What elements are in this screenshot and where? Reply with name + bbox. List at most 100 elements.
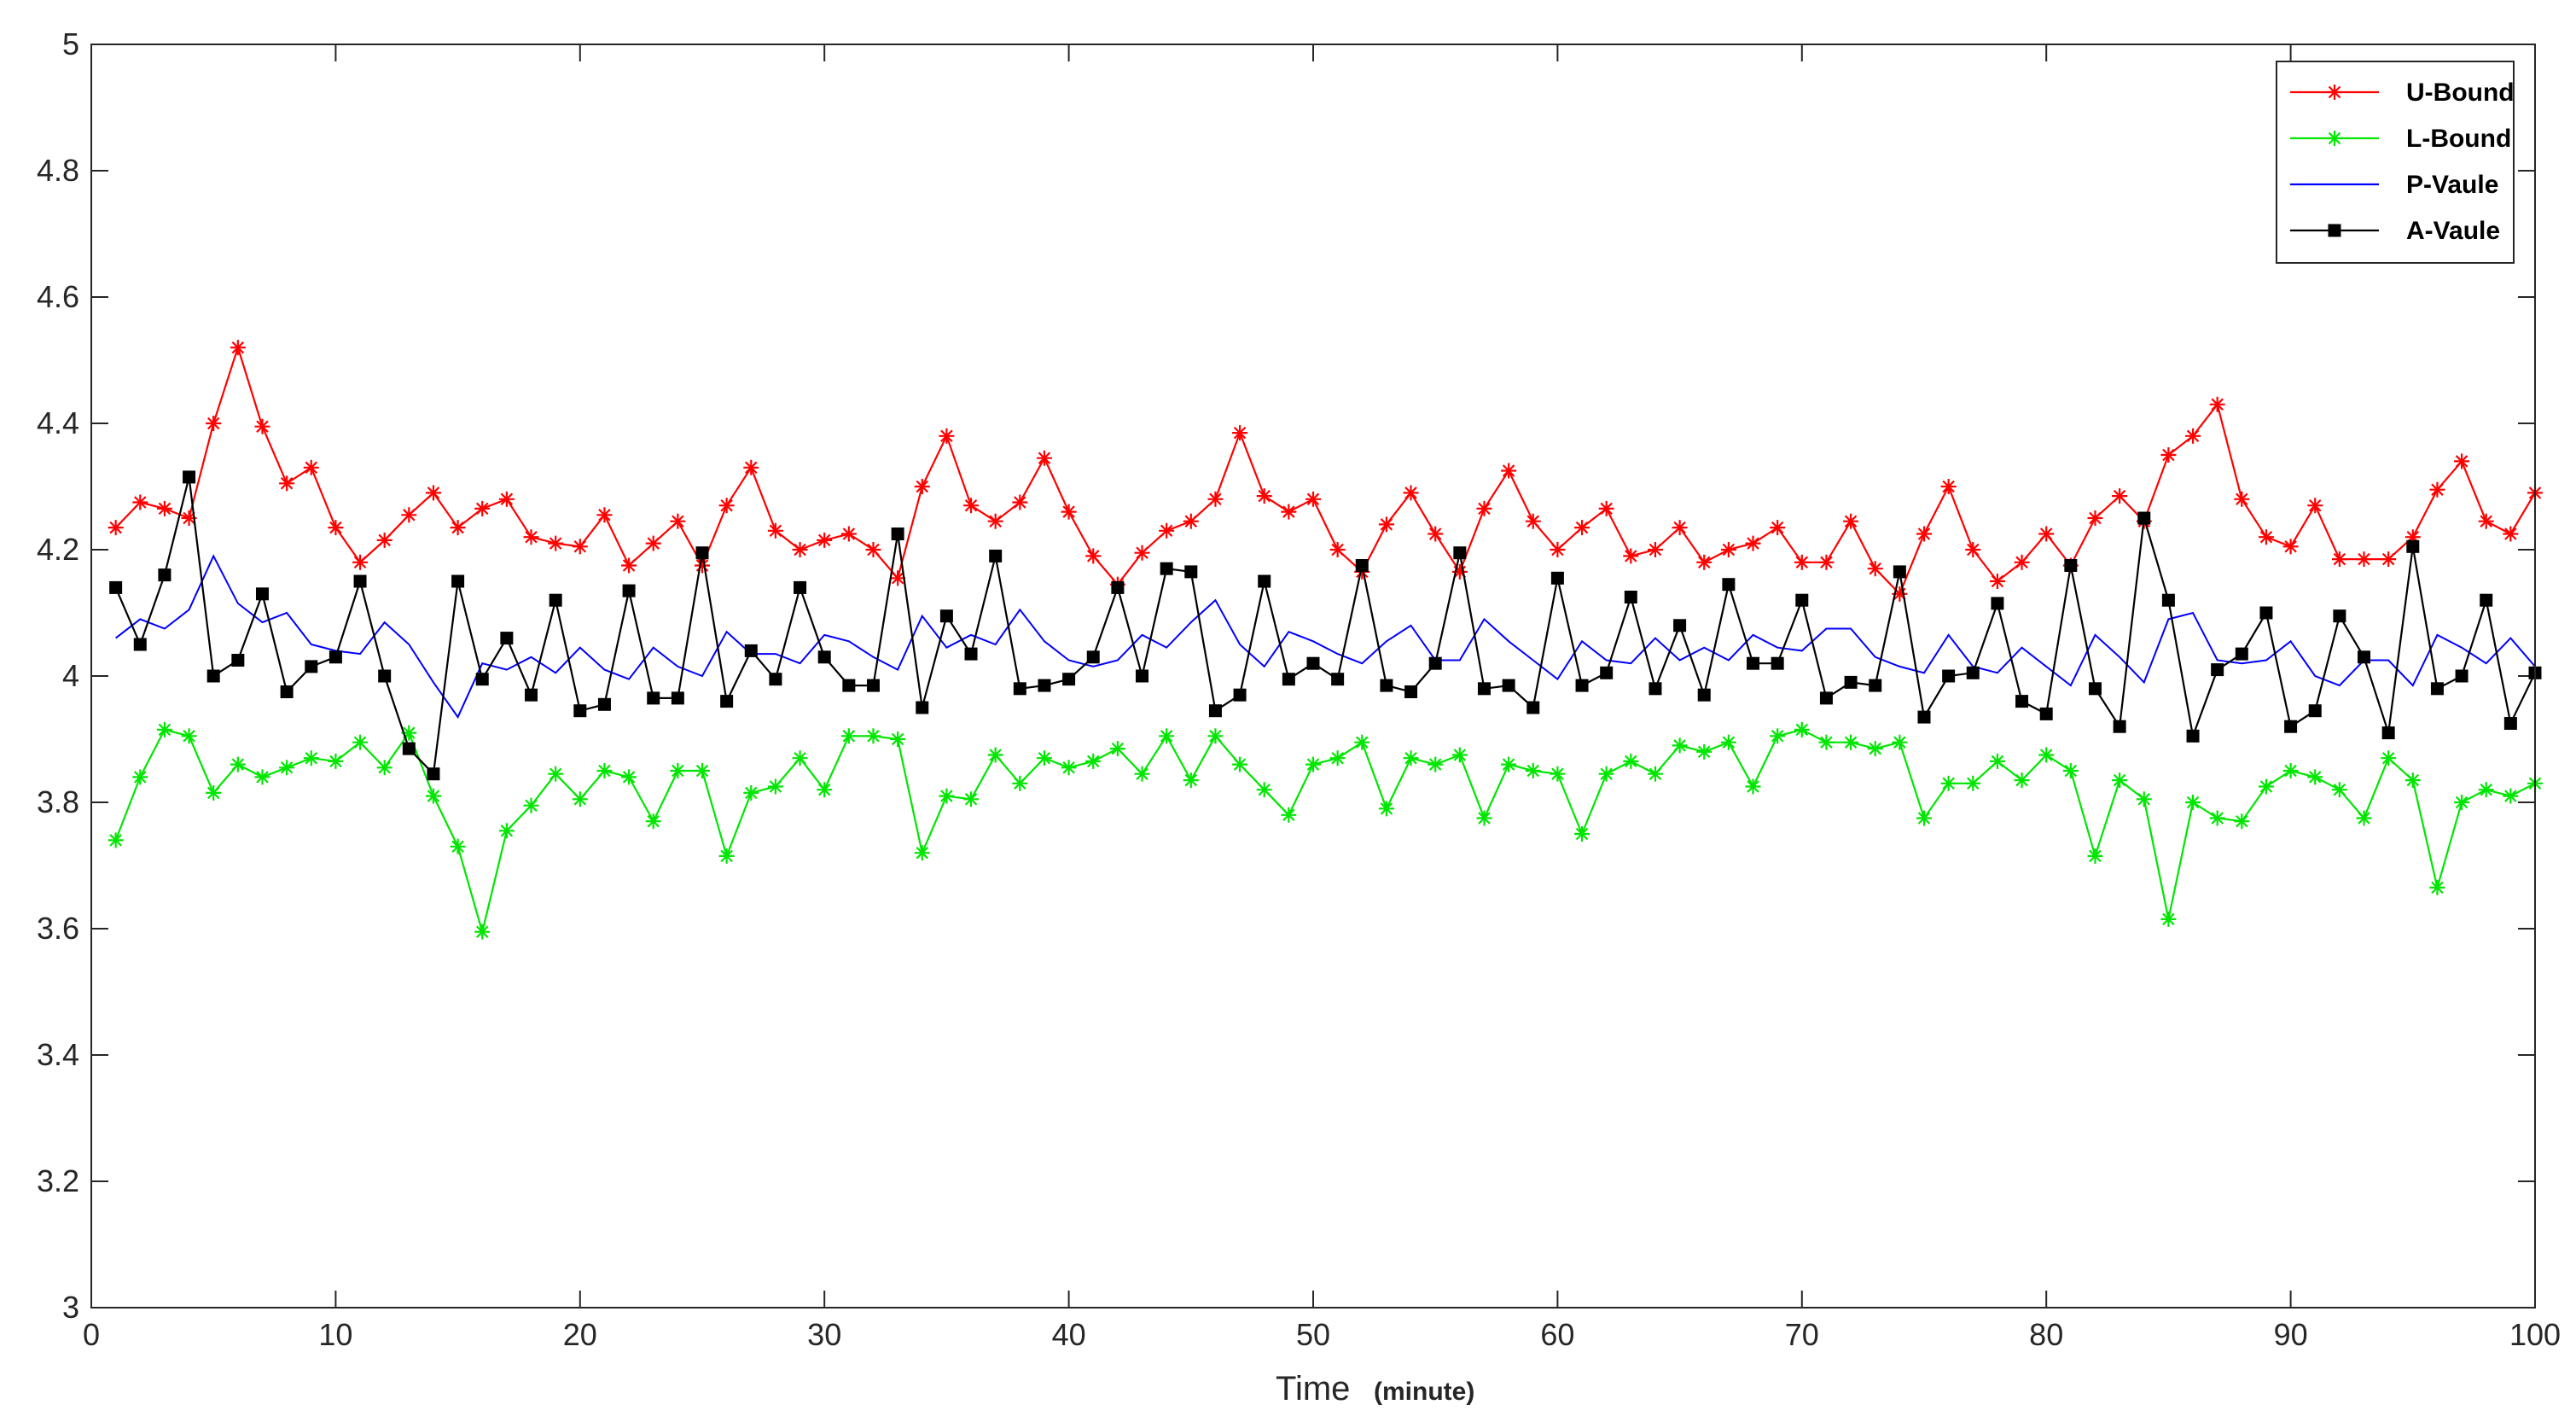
y-tick-label-5: 4	[62, 658, 79, 693]
point-u-bound-59	[1525, 513, 1541, 529]
point-a-vaule-10	[329, 650, 342, 664]
point-l-bound-75	[1916, 810, 1932, 826]
x-tick-label-10: 100	[2509, 1317, 2561, 1352]
point-l-bound-10	[328, 753, 344, 769]
point-u-bound-48	[1256, 488, 1272, 504]
point-a-vaule-62	[1600, 666, 1614, 679]
point-u-bound-45	[1183, 513, 1199, 529]
point-u-bound-13	[401, 507, 417, 523]
point-a-vaule-45	[1184, 565, 1198, 579]
point-a-vaule-54	[1404, 685, 1418, 698]
point-a-vaule-95	[2406, 539, 2420, 553]
point-l-bound-4	[181, 728, 197, 744]
point-a-vaule-6	[231, 654, 245, 667]
point-l-bound-37	[987, 747, 1003, 763]
point-l-bound-7	[254, 769, 270, 785]
point-l-bound-77	[1965, 775, 1981, 791]
point-u-bound-97	[2454, 453, 2470, 469]
x-tick-label-8: 80	[2029, 1317, 2063, 1352]
point-a-vaule-25	[695, 546, 709, 560]
legend-entry-a-vaule: A-Vaule	[2290, 217, 2500, 245]
point-u-bound-80	[2038, 526, 2055, 542]
point-a-vaule-47	[1233, 688, 1247, 702]
point-l-bound-85	[2160, 911, 2177, 927]
point-l-bound-29	[792, 750, 808, 766]
y-tick-label-3: 3.6	[37, 911, 79, 946]
point-a-vaule-75	[1917, 710, 1931, 724]
legend-box	[2276, 61, 2515, 264]
point-a-vaule-3	[158, 568, 172, 582]
point-l-bound-17	[498, 823, 515, 839]
series-l-bound	[108, 721, 2543, 940]
point-a-vaule-22	[622, 584, 636, 597]
x-tick-label-5: 50	[1296, 1317, 1330, 1352]
point-u-bound-27	[743, 459, 759, 475]
point-l-bound-15	[450, 838, 466, 854]
point-u-bound-44	[1159, 522, 1175, 539]
point-a-vaule-91	[2308, 704, 2322, 718]
point-l-bound-35	[939, 788, 955, 804]
point-u-bound-30	[817, 532, 833, 548]
point-u-bound-58	[1501, 463, 1517, 479]
point-l-bound-83	[2112, 772, 2128, 789]
point-l-bound-62	[1598, 766, 1614, 782]
point-l-bound-54	[1403, 750, 1419, 766]
point-u-bound-94	[2381, 551, 2397, 568]
point-a-vaule-67	[1722, 578, 1736, 592]
x-tick-labels: 0 10 20 30 40 50 60 70 80 90 100	[83, 1317, 2561, 1352]
point-a-vaule-63	[1624, 591, 1637, 603]
point-l-bound-11	[352, 734, 369, 750]
point-u-bound-9	[303, 459, 319, 475]
point-u-bound-12	[376, 532, 393, 548]
point-u-bound-62	[1598, 500, 1614, 516]
point-a-vaule-60	[1550, 571, 1564, 585]
y-tick-label-8: 4.6	[37, 279, 79, 314]
point-l-bound-63	[1623, 753, 1639, 769]
point-a-vaule-48	[1258, 574, 1271, 588]
x-tick-label-2: 20	[563, 1317, 597, 1352]
point-a-vaule-11	[353, 574, 367, 588]
point-a-vaule-76	[1942, 669, 1956, 683]
point-u-bound-96	[2429, 481, 2445, 498]
point-l-bound-93	[2356, 810, 2372, 826]
legend-marker-a-vaule	[2328, 224, 2341, 237]
point-l-bound-68	[1745, 778, 1761, 795]
point-u-bound-33	[890, 570, 906, 586]
x-tick-label-0: 0	[83, 1317, 100, 1352]
legend: U-Bound L-Bound P-Vaule A-Vaule	[2276, 61, 2515, 264]
point-u-bound-1	[108, 520, 124, 536]
point-l-bound-60	[1550, 766, 1566, 782]
point-l-bound-34	[914, 845, 930, 861]
point-u-bound-28	[767, 522, 783, 539]
point-u-bound-90	[2282, 539, 2299, 555]
point-u-bound-83	[2112, 488, 2128, 504]
point-u-bound-71	[1818, 554, 1835, 570]
point-u-bound-60	[1550, 542, 1566, 557]
point-l-bound-88	[2234, 813, 2250, 830]
point-l-bound-20	[572, 791, 588, 807]
point-a-vaule-74	[1893, 565, 1906, 579]
series-p-vaule	[115, 554, 2536, 720]
x-axis-title: Time	[1276, 1370, 1350, 1408]
plot-area	[91, 44, 2535, 1308]
y-tick-label-4: 3.8	[37, 784, 79, 819]
point-u-bound-61	[1574, 520, 1590, 536]
legend-label-l-bound: L-Bound	[2406, 125, 2511, 153]
point-l-bound-86	[2185, 795, 2201, 810]
point-u-bound-11	[352, 554, 369, 570]
point-a-vaule-13	[402, 742, 416, 755]
point-u-bound-78	[1989, 574, 2005, 589]
point-u-bound-87	[2209, 396, 2225, 412]
point-a-vaule-69	[1771, 656, 1784, 670]
point-l-bound-14	[425, 788, 441, 804]
point-a-vaule-56	[1453, 546, 1467, 560]
point-u-bound-32	[865, 542, 881, 557]
point-a-vaule-73	[1869, 679, 1882, 692]
legend-label-u-bound: U-Bound	[2406, 79, 2515, 107]
point-a-vaule-72	[1844, 675, 1858, 689]
point-a-vaule-64	[1649, 682, 1662, 696]
point-a-vaule-51	[1331, 673, 1345, 686]
point-u-bound-75	[1916, 526, 1932, 542]
point-a-vaule-42	[1111, 580, 1125, 594]
point-l-bound-71	[1818, 734, 1835, 750]
